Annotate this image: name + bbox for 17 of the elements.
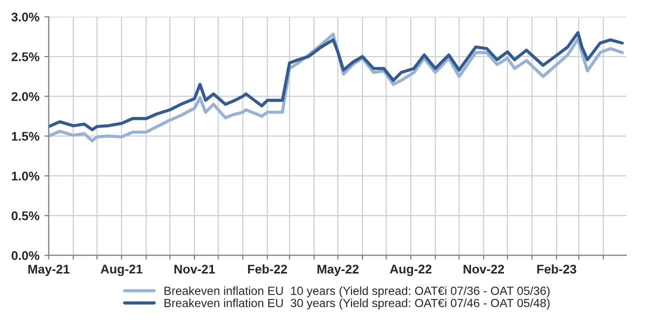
x-tick-label: Aug-21 <box>100 264 142 276</box>
x-tick-label: Nov-21 <box>174 264 215 274</box>
x-tick-label: May-21 <box>28 264 70 276</box>
x-tick-label: Aug-22 <box>390 264 432 276</box>
y-tick-label: 0.5% <box>12 211 40 220</box>
legend-label: Breakeven inflation EU 10 years (Yield spread: OAT€i 07/36 - OAT 05/36) <box>164 286 550 298</box>
y-tick-label: 1.5% <box>12 132 40 141</box>
x-tick-label: Feb-23 <box>537 264 576 274</box>
y-tick-label: 2.0% <box>12 92 40 101</box>
y-tick-label: 1.0% <box>12 172 40 180</box>
x-tick-label: Nov-22 <box>464 264 504 274</box>
x-tick-label: May-22 <box>318 264 359 276</box>
y-tick-label: 2.5% <box>12 52 40 62</box>
x-tick-label: Feb-22 <box>248 264 288 274</box>
legend-label: Breakeven inflation EU 30 years (Yield spread: OAT€i 07/46 - OAT 05/48) <box>164 298 550 310</box>
y-tick-label: 0.0% <box>12 251 40 260</box>
y-tick-label: 3.0% <box>11 12 40 22</box>
